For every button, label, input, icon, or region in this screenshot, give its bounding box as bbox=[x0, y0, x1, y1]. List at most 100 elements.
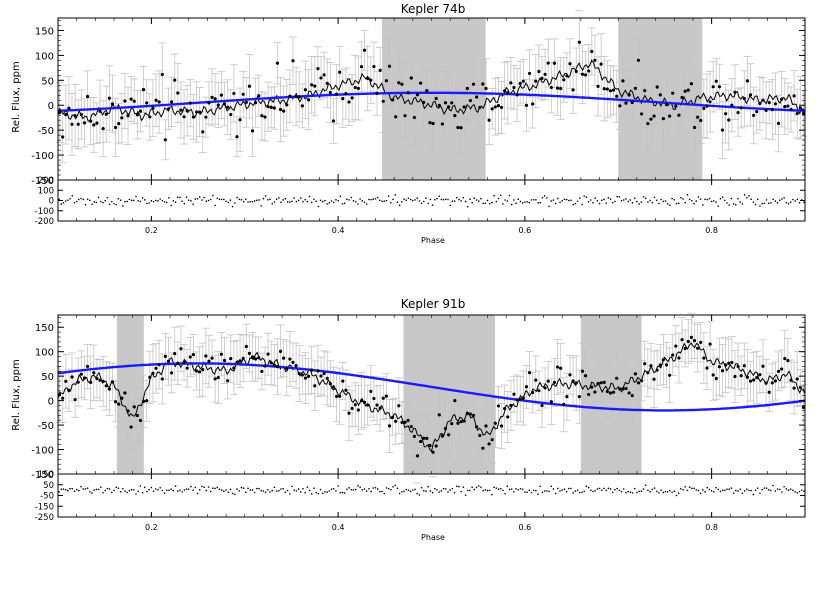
data-point bbox=[780, 367, 783, 370]
data-point bbox=[226, 379, 229, 382]
data-point bbox=[519, 82, 522, 85]
residual-point bbox=[794, 491, 796, 493]
residual-point bbox=[245, 198, 247, 200]
data-point bbox=[164, 355, 167, 358]
data-point bbox=[161, 377, 164, 380]
residual-point bbox=[550, 486, 552, 488]
data-point bbox=[136, 414, 139, 417]
residual-point bbox=[445, 488, 447, 490]
data-point bbox=[186, 367, 189, 370]
data-point bbox=[559, 87, 562, 90]
residual-point bbox=[485, 202, 487, 204]
residual-point bbox=[506, 200, 508, 202]
data-point bbox=[310, 369, 313, 372]
residual-point bbox=[333, 488, 335, 490]
residual-point bbox=[739, 489, 741, 491]
residual-point bbox=[370, 491, 372, 493]
residual-point bbox=[113, 203, 115, 205]
residual-point bbox=[709, 489, 711, 491]
data-point bbox=[338, 395, 341, 398]
data-point bbox=[435, 444, 438, 447]
residual-point bbox=[728, 488, 730, 490]
residual-point bbox=[236, 197, 238, 199]
residual-point bbox=[383, 493, 385, 495]
residual-point bbox=[388, 488, 390, 490]
residual-point bbox=[285, 492, 287, 494]
data-point bbox=[341, 97, 344, 100]
data-point bbox=[727, 362, 730, 365]
data-point bbox=[603, 87, 606, 90]
residual-point bbox=[702, 204, 704, 206]
residual-point bbox=[63, 202, 65, 204]
data-point bbox=[472, 414, 475, 417]
residual-point bbox=[192, 489, 194, 491]
residual-point bbox=[129, 490, 131, 492]
data-point bbox=[170, 100, 173, 103]
data-point bbox=[410, 76, 413, 79]
data-point bbox=[394, 420, 397, 423]
data-point bbox=[708, 100, 711, 103]
residual-point bbox=[342, 203, 344, 205]
residual-point bbox=[111, 492, 113, 494]
residual-point bbox=[135, 196, 137, 198]
y-tick-label: 0 bbox=[48, 101, 54, 112]
residual-point bbox=[755, 204, 757, 206]
residual-point bbox=[434, 488, 436, 490]
data-point bbox=[481, 82, 484, 85]
data-point bbox=[120, 397, 123, 400]
data-point bbox=[77, 381, 80, 384]
residual-point bbox=[515, 488, 517, 490]
residual-point bbox=[267, 199, 269, 201]
data-point bbox=[596, 85, 599, 88]
residual-point bbox=[742, 492, 744, 494]
residual-point bbox=[230, 199, 232, 201]
residual-point bbox=[467, 206, 469, 208]
residual-point bbox=[649, 200, 651, 202]
residual-point bbox=[311, 202, 313, 204]
residual-point bbox=[157, 489, 159, 491]
residual-point bbox=[355, 489, 357, 491]
data-point bbox=[565, 395, 568, 398]
residual-point bbox=[107, 488, 109, 490]
data-point bbox=[105, 113, 108, 116]
residual-point bbox=[324, 200, 326, 202]
data-point bbox=[687, 89, 690, 92]
data-point bbox=[646, 122, 649, 125]
residual-point bbox=[179, 197, 181, 199]
data-point bbox=[740, 106, 743, 109]
data-point bbox=[179, 347, 182, 350]
data-point bbox=[512, 393, 515, 396]
residual-point bbox=[388, 195, 390, 197]
residual-point bbox=[410, 199, 412, 201]
residual-point bbox=[318, 206, 320, 208]
data-point bbox=[531, 391, 534, 394]
residual-point bbox=[276, 490, 278, 492]
residual-point bbox=[140, 201, 142, 203]
residual-point bbox=[230, 488, 232, 490]
residual-point bbox=[768, 202, 770, 204]
data-point bbox=[746, 376, 749, 379]
data-point bbox=[743, 364, 746, 367]
data-point bbox=[335, 395, 338, 398]
residual-point bbox=[366, 490, 368, 492]
residual-point bbox=[619, 196, 621, 198]
residual-point bbox=[118, 198, 120, 200]
residual-point bbox=[386, 487, 388, 489]
data-point bbox=[743, 97, 746, 100]
data-point bbox=[553, 62, 556, 65]
data-point bbox=[494, 105, 497, 108]
residual-point bbox=[219, 489, 221, 491]
residual-point bbox=[744, 490, 746, 492]
residual-point bbox=[704, 491, 706, 493]
residual-point bbox=[102, 202, 104, 204]
residual-point bbox=[786, 488, 788, 490]
data-point bbox=[254, 357, 257, 360]
data-point bbox=[649, 364, 652, 367]
data-point bbox=[210, 357, 213, 360]
residual-point bbox=[680, 488, 682, 490]
residual-point bbox=[401, 491, 403, 493]
data-point bbox=[379, 407, 382, 410]
residual-point bbox=[458, 486, 460, 488]
data-point bbox=[108, 387, 111, 390]
data-point bbox=[176, 91, 179, 94]
